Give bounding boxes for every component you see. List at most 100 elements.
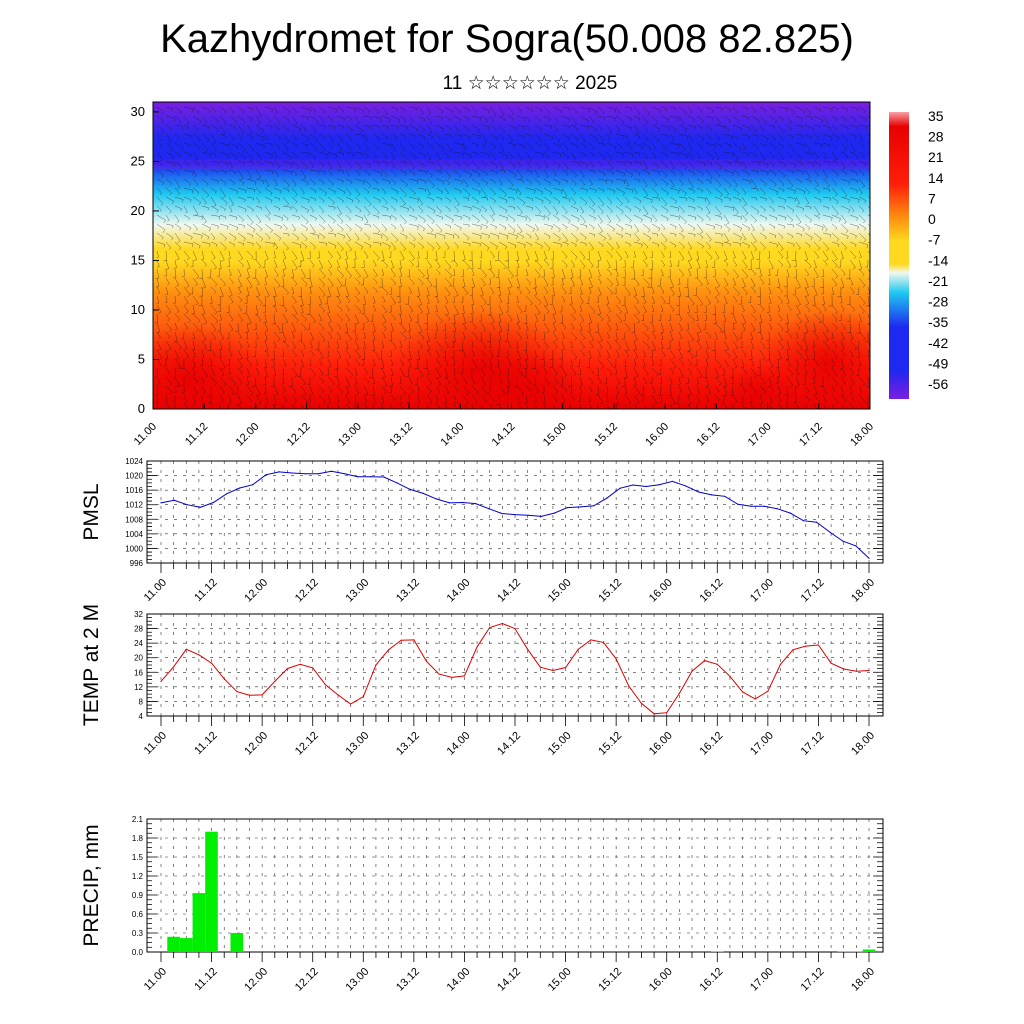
data-point xyxy=(304,473,306,475)
data-point xyxy=(653,713,655,715)
x-tick-label: 17.00 xyxy=(748,966,776,994)
data-point xyxy=(514,514,516,516)
x-tick-label: 12.12 xyxy=(285,421,313,449)
data-point xyxy=(830,662,832,664)
y-tick-label: 10 xyxy=(131,302,145,317)
x-tick-label: 17.12 xyxy=(797,421,825,449)
precip-bar xyxy=(850,951,863,952)
data-point xyxy=(265,474,267,476)
x-tick-label: 16.00 xyxy=(647,577,675,605)
x-tick-label: 12.12 xyxy=(293,966,321,994)
cold-streak xyxy=(153,159,870,170)
data-point xyxy=(462,501,464,504)
y-tick-label: 1016 xyxy=(125,486,143,495)
data-point xyxy=(754,698,756,700)
data-point xyxy=(173,666,175,668)
data-point xyxy=(278,471,280,473)
colorbar-label: 28 xyxy=(928,129,944,145)
x-tick-label: 15.00 xyxy=(546,730,574,758)
heatmap-x-axis: 11.00 11.12 12.00 12.12 13.00 13.12 14.00 14.12… xyxy=(132,403,876,449)
colorbar-label: -49 xyxy=(928,355,948,371)
x-tick-label: 15.00 xyxy=(546,577,574,605)
x-tick-label: 15.12 xyxy=(596,730,624,758)
x-tick-label: 13.00 xyxy=(336,421,364,449)
y-tick-label: 0.6 xyxy=(132,910,144,919)
precip-panel: 0.0 0.3 0.6 0.9 1.2 1.5 1.8 2.1 11.00 11.12 12.00 1… xyxy=(80,815,884,994)
data-point xyxy=(409,488,411,490)
y-axis-label: PMSL xyxy=(80,483,103,540)
data-point xyxy=(501,512,503,515)
wind-barb-field xyxy=(154,106,870,409)
data-point xyxy=(742,691,744,693)
precip-bar xyxy=(180,938,193,952)
data-point xyxy=(514,628,516,630)
x-tick-label: 17.00 xyxy=(748,730,776,758)
data-point xyxy=(666,712,668,714)
x-tick-label: 17.12 xyxy=(799,966,827,994)
precip-bar xyxy=(192,893,206,952)
x-tick-label: 17.00 xyxy=(748,577,776,605)
data-point xyxy=(628,685,630,687)
data-point xyxy=(274,680,276,683)
data-point xyxy=(344,473,346,475)
x-ticks xyxy=(160,563,870,573)
precip-bar xyxy=(862,949,876,952)
x-tick-label: 18.00 xyxy=(848,421,876,449)
x-tick-label: 11.12 xyxy=(192,966,219,993)
y-tick-label: 0.9 xyxy=(132,891,144,900)
data-point xyxy=(552,669,554,672)
x-tick-label: 17.12 xyxy=(799,730,827,758)
x-tick-label: 15.12 xyxy=(592,421,620,449)
data-point xyxy=(212,501,214,504)
x-tick-label: 15.12 xyxy=(596,577,624,605)
data-point xyxy=(716,663,718,665)
chart-date: 11 ☆☆☆☆☆☆ 2025 xyxy=(442,73,618,94)
warm-cell xyxy=(450,350,590,409)
x-tick-label: 15.00 xyxy=(546,966,574,994)
chart-title: Kazhydromet for Sogra(50.008 82.825) xyxy=(160,17,854,61)
x-tick-label: 13.12 xyxy=(394,730,422,758)
x-tick-label: 12.00 xyxy=(242,577,270,605)
y-tick-label: 1020 xyxy=(125,472,143,481)
panel-frame xyxy=(146,460,884,564)
data-point xyxy=(645,485,647,488)
data-point xyxy=(590,639,592,641)
data-point xyxy=(615,658,617,660)
y-tick-label: 20 xyxy=(134,654,143,663)
x-tick-label: 16.00 xyxy=(647,730,675,758)
colorbar-label: 35 xyxy=(928,108,944,124)
x-tick-label: 11.12 xyxy=(192,577,219,604)
precip-bar xyxy=(167,936,180,952)
precip-bar xyxy=(230,933,244,952)
y-tick-label: 0.3 xyxy=(132,929,144,938)
x-tick-label: 12.00 xyxy=(234,421,262,449)
data-point xyxy=(711,494,713,496)
y-tick-label: 20 xyxy=(131,203,145,218)
data-point xyxy=(737,503,739,505)
colorbar: 35 28 21 14 7 0 -7 -14 -21 -28 -35 -42 -49 -56 xyxy=(889,108,948,399)
x-tick-label: 11.00 xyxy=(132,421,159,448)
x-tick-label: 16.00 xyxy=(647,966,675,994)
x-tick-label: 12.00 xyxy=(242,730,270,758)
data-point xyxy=(776,508,778,510)
x-tick-label: 16.12 xyxy=(697,966,725,994)
data-point xyxy=(868,557,870,559)
data-point xyxy=(199,506,201,508)
data-point xyxy=(488,508,490,510)
colorbar-label: 0 xyxy=(928,211,936,227)
data-point xyxy=(337,694,339,696)
data-point xyxy=(842,540,844,542)
data-point xyxy=(868,669,870,672)
data-point xyxy=(476,646,478,648)
x-tick-label: 13.12 xyxy=(387,421,415,449)
precip-bar xyxy=(205,831,218,952)
x-tick-label: 18.00 xyxy=(849,966,877,994)
colorbar-label: -7 xyxy=(928,232,941,248)
data-point xyxy=(448,502,450,504)
x-tick-label: 17.12 xyxy=(799,577,827,605)
x-tick-label: 12.12 xyxy=(293,577,321,605)
data-point xyxy=(805,645,807,647)
data-point xyxy=(299,663,301,665)
x-tick-label: 14.12 xyxy=(495,730,523,758)
data-point xyxy=(286,668,288,670)
